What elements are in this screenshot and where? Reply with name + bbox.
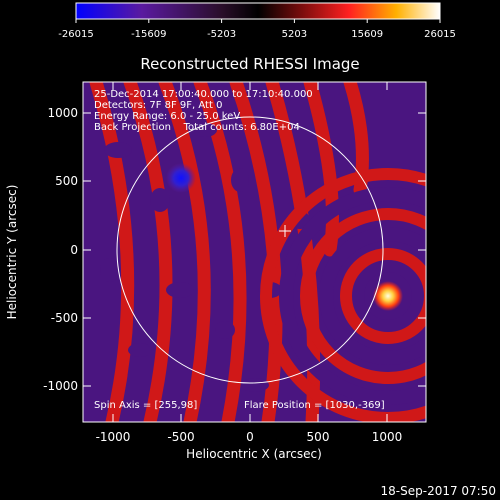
y-axis-label: Heliocentric Y (arcsec): [5, 185, 19, 320]
info-time-range: 25-Dec-2014 17:00:40.000 to 17:10:40.000: [94, 89, 313, 100]
colorbar-ticks: [75, 19, 441, 23]
flare-position-label: Flare Position = [1030,-369]: [244, 400, 385, 411]
y-tick-label: 500: [55, 174, 78, 188]
hot-source: [373, 281, 403, 311]
colorbar-tick-label: -5203: [207, 29, 236, 40]
plot-title: Reconstructed RHESSI Image: [140, 55, 359, 73]
spin-axis-label: Spin Axis = [255,98]: [94, 400, 197, 411]
y-tick-label: -1000: [43, 379, 78, 393]
x-tick-label: 0: [246, 430, 254, 444]
y-tick-label: 0: [70, 243, 78, 257]
y-tick-label: -500: [51, 311, 78, 325]
x-tick-label: 1000: [372, 430, 403, 444]
footer-timestamp: 18-Sep-2017 07:50: [381, 484, 496, 498]
colorbar-tick-label: 15609: [351, 29, 383, 40]
colorbar: [75, 2, 441, 20]
x-tick-label: -1000: [96, 430, 131, 444]
x-tick-label: -500: [167, 430, 194, 444]
solar-limb-circle: [116, 116, 384, 384]
center-cross-icon: [279, 225, 291, 237]
image-area: [83, 82, 426, 422]
plot-frame: [82, 81, 427, 423]
colorbar-tick-label: -15609: [131, 29, 166, 40]
colorbar-tick-label: 5203: [282, 29, 307, 40]
x-tick-label: 500: [307, 430, 330, 444]
x-axis-label: Heliocentric X (arcsec): [186, 447, 322, 461]
y-tick-label: 1000: [47, 106, 78, 120]
colorbar-tick-label: -26015: [58, 29, 93, 40]
axis-ticks: [83, 82, 426, 422]
info-detectors: Detectors: 7F 8F 9F, Att 0: [94, 100, 222, 111]
info-method-counts: Back Projection Total counts: 6.80E+04: [94, 122, 300, 133]
cold-source: [166, 163, 196, 193]
info-energy-range: Energy Range: 6.0 - 25.0 keV: [94, 111, 240, 122]
colorbar-tick-label: 26015: [424, 29, 456, 40]
